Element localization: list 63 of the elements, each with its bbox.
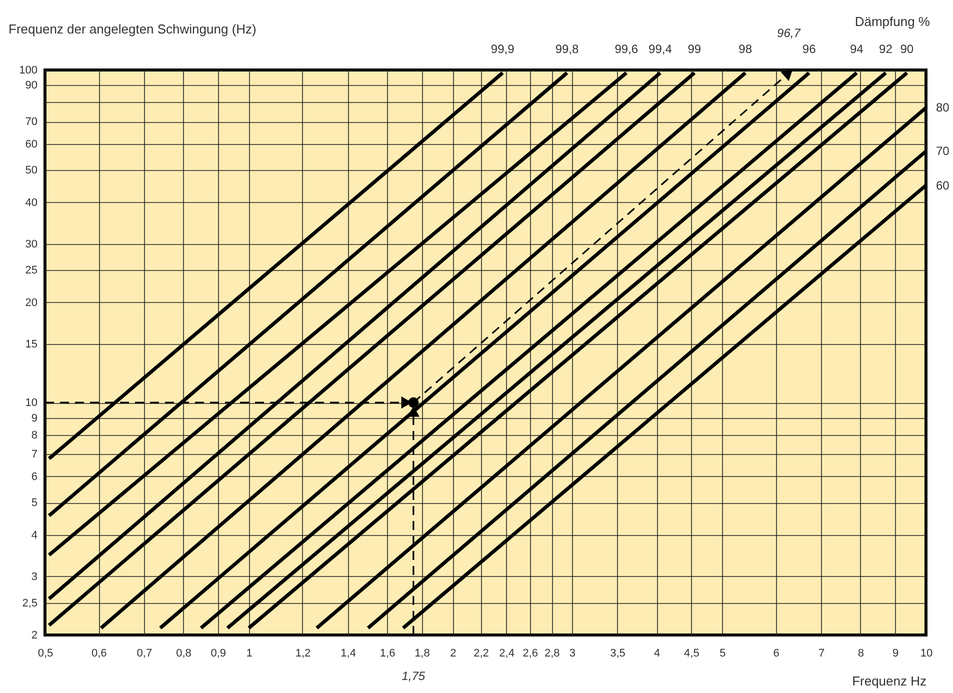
- y-tick-label: 2,5: [22, 597, 38, 610]
- x-tick-label: 1,4: [340, 648, 356, 660]
- series-label: 99: [688, 42, 702, 56]
- x-tick-label: 0,8: [176, 648, 192, 660]
- x-tick-label: 3,5: [610, 648, 626, 660]
- legend-title: Dämpfung %: [854, 14, 930, 29]
- x-tick-label: 0,5: [38, 648, 54, 660]
- x-tick-label: 1,8: [414, 648, 430, 660]
- y-tick-label: 10: [25, 397, 38, 410]
- y-tick-label: 15: [25, 338, 38, 350]
- y-axis-title: Frequenz der angelegten Schwingung (Hz): [8, 22, 256, 36]
- series-label: 99,4: [648, 42, 672, 56]
- x-tick-label: 2: [450, 648, 456, 660]
- x-tick-label: 4: [654, 648, 660, 660]
- y-tick-label: 50: [25, 164, 38, 177]
- y-tick-label: 8: [31, 429, 38, 442]
- y-tick-label: 90: [25, 80, 38, 92]
- annotation: 1,75: [402, 669, 426, 683]
- annotation: 96,7: [777, 26, 802, 40]
- series-label: 60: [936, 178, 950, 192]
- series-label: 99,8: [555, 42, 579, 56]
- series-label: 70: [936, 144, 950, 158]
- series-label: 80: [936, 100, 950, 115]
- y-tick-label: 25: [25, 264, 38, 277]
- x-tick-label: 5: [720, 648, 726, 660]
- y-tick-label: 2: [31, 630, 38, 642]
- y-tick-label: 70: [25, 116, 38, 128]
- y-tick-label: 9: [31, 412, 38, 424]
- x-tick-label: 3: [569, 648, 576, 660]
- x-tick-label: 9: [892, 648, 899, 660]
- x-tick-label: 0,7: [136, 648, 152, 660]
- y-tick-label: 3: [31, 570, 38, 583]
- y-tick-label: 7: [31, 448, 38, 461]
- x-tick-label: 10: [920, 648, 933, 660]
- y-tick-label: 4: [31, 529, 38, 542]
- x-axis-title: Frequenz Hz: [852, 674, 926, 688]
- x-tick-label: 0,6: [91, 648, 107, 660]
- x-tick-label: 0,9: [210, 648, 226, 660]
- x-tick-label: 2,2: [474, 648, 489, 660]
- x-tick-label: 2,6: [522, 648, 538, 660]
- y-tick-label: 100: [19, 64, 38, 76]
- series-label: 98: [738, 42, 752, 56]
- y-tick-label: 6: [31, 470, 38, 483]
- series-label: 99,9: [490, 42, 515, 56]
- series-label: 94: [850, 42, 864, 56]
- y-tick-label: 5: [31, 497, 38, 510]
- x-tick-label: 7: [818, 648, 825, 660]
- y-tick-label: 20: [25, 296, 38, 309]
- x-tick-label: 1,6: [380, 648, 396, 660]
- y-tick-label: 60: [25, 138, 38, 150]
- series-label: 92: [879, 42, 893, 56]
- y-tick-label: 30: [25, 238, 38, 250]
- series-label: 96: [802, 42, 816, 56]
- x-tick-label: 1: [246, 648, 252, 660]
- x-tick-label: 1,2: [295, 648, 311, 660]
- x-tick-label: 8: [858, 648, 864, 660]
- x-tick-label: 4,5: [684, 648, 700, 660]
- series-label: 90: [900, 42, 914, 56]
- x-tick-label: 2,4: [499, 648, 514, 660]
- x-tick-label: 6: [773, 648, 780, 660]
- series-label: 99,6: [614, 42, 638, 56]
- y-tick-label: 40: [25, 196, 38, 209]
- x-tick-label: 2,8: [544, 648, 560, 660]
